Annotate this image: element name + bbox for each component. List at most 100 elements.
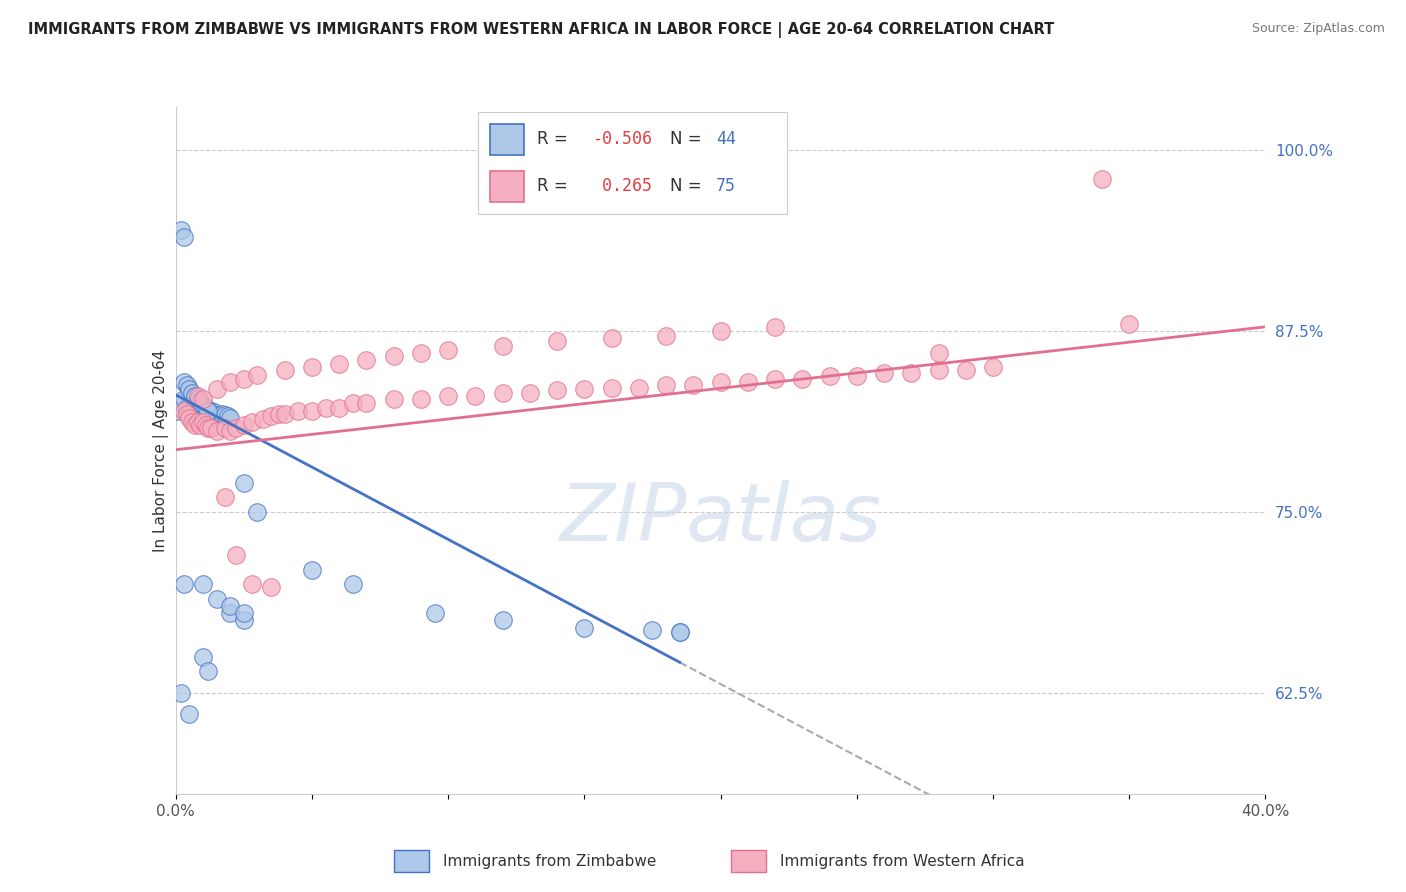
Point — [186, 405, 209, 419]
Text: 75: 75 — [716, 178, 737, 195]
Point — [225, 421, 247, 435]
Point — [955, 363, 977, 377]
Point — [208, 409, 231, 424]
Point — [188, 418, 211, 433]
Point — [1091, 172, 1114, 186]
Point — [176, 407, 198, 421]
Point — [191, 415, 214, 429]
Y-axis label: In Labor Force | Age 20-64: In Labor Force | Age 20-64 — [153, 350, 169, 551]
Point — [792, 372, 814, 386]
Point — [186, 392, 209, 406]
Point — [167, 403, 190, 417]
Point — [232, 475, 254, 490]
Point — [170, 686, 193, 700]
Point — [205, 591, 228, 606]
Point — [173, 403, 195, 417]
Point — [627, 380, 650, 394]
Point — [818, 369, 841, 384]
Point — [274, 363, 297, 377]
Point — [214, 421, 236, 435]
Point — [301, 360, 323, 375]
Point — [287, 403, 309, 417]
Point — [900, 366, 922, 380]
Point — [181, 415, 204, 429]
Point — [492, 386, 515, 401]
Point — [301, 403, 323, 417]
Text: Immigrants from Zimbabwe: Immigrants from Zimbabwe — [443, 855, 657, 869]
Point — [274, 407, 297, 421]
Point — [328, 401, 350, 415]
FancyBboxPatch shape — [491, 171, 524, 202]
Point — [710, 324, 733, 338]
Point — [409, 346, 432, 360]
Point — [181, 403, 204, 417]
Point — [173, 375, 195, 389]
Point — [409, 392, 432, 406]
Point — [205, 424, 228, 438]
Point — [873, 366, 896, 380]
Point — [301, 563, 323, 577]
Point — [184, 401, 207, 415]
Point — [179, 707, 201, 722]
Point — [219, 424, 242, 438]
Text: Immigrants from Western Africa: Immigrants from Western Africa — [780, 855, 1025, 869]
Point — [928, 363, 950, 377]
Text: ZIPatlas: ZIPatlas — [560, 480, 882, 558]
Point — [763, 372, 786, 386]
Point — [546, 334, 568, 349]
Point — [246, 368, 269, 382]
Point — [710, 375, 733, 389]
Point — [342, 396, 364, 410]
Point — [194, 405, 217, 419]
Point — [260, 580, 283, 594]
Point — [845, 369, 868, 384]
Point — [194, 401, 217, 415]
Point — [197, 403, 219, 417]
Point — [464, 389, 486, 403]
Point — [682, 377, 704, 392]
Point — [184, 389, 207, 403]
Point — [546, 384, 568, 398]
Point — [382, 349, 405, 363]
Point — [981, 360, 1004, 375]
Point — [176, 377, 198, 392]
Point — [315, 401, 337, 415]
Point — [356, 353, 378, 368]
Point — [179, 411, 201, 425]
Point — [763, 319, 786, 334]
Point — [437, 343, 460, 357]
Point — [191, 403, 214, 417]
FancyBboxPatch shape — [491, 124, 524, 154]
Point — [232, 372, 254, 386]
Point — [184, 418, 207, 433]
Point — [600, 331, 623, 345]
Point — [197, 407, 219, 421]
Point — [655, 377, 678, 392]
Point — [928, 346, 950, 360]
Point — [240, 577, 263, 591]
Point — [382, 392, 405, 406]
Point — [197, 664, 219, 678]
Point — [219, 606, 242, 620]
Text: IMMIGRANTS FROM ZIMBABWE VS IMMIGRANTS FROM WESTERN AFRICA IN LABOR FORCE | AGE : IMMIGRANTS FROM ZIMBABWE VS IMMIGRANTS F… — [28, 22, 1054, 38]
Point — [211, 407, 233, 421]
Point — [181, 386, 204, 401]
Point — [173, 577, 195, 591]
Point — [668, 624, 690, 639]
Point — [191, 398, 214, 412]
Point — [179, 382, 201, 396]
Point — [170, 223, 193, 237]
Point — [519, 386, 541, 401]
Point — [219, 411, 242, 425]
Point — [328, 358, 350, 372]
Point — [232, 613, 254, 627]
Point — [200, 403, 222, 417]
Point — [225, 549, 247, 563]
Point — [655, 328, 678, 343]
Point — [269, 407, 291, 421]
Point — [641, 624, 664, 638]
Point — [191, 649, 214, 664]
Point — [205, 408, 228, 422]
Point — [170, 396, 193, 410]
Point — [173, 230, 195, 244]
